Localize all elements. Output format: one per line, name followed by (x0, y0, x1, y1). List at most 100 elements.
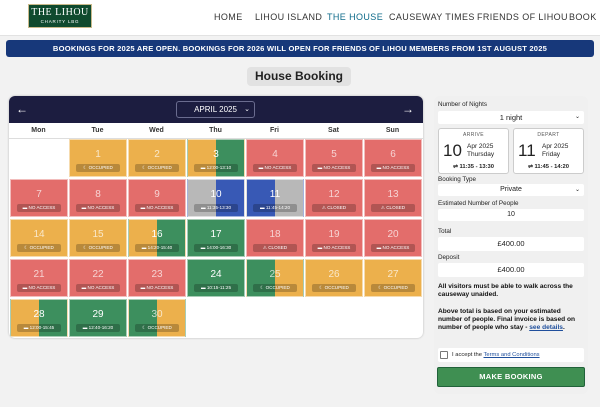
nav-home[interactable]: HOME (214, 12, 243, 22)
calendar-day-22[interactable]: 22 ▬ NO ACCESS (69, 259, 127, 297)
calendar-day-2[interactable]: 2 ☾ OCCUPIED (128, 139, 186, 177)
day-status-label: ▬ 12:00-15:45 (17, 324, 61, 332)
day-number: 6 (390, 149, 396, 160)
day-status-label: ☾ OCCUPIED (135, 324, 179, 332)
terms-text: I accept the Terms and Conditions (452, 352, 540, 358)
month-select[interactable]: APRIL 2025 ⌄ (176, 101, 255, 118)
arrive-title: ARRIVE (462, 132, 485, 138)
terms-checkbox[interactable] (440, 351, 448, 359)
depart-title: DEPART (537, 132, 560, 138)
day-number: 25 (269, 269, 281, 280)
day-number: 24 (210, 269, 222, 280)
calendar-day-18[interactable]: 18 ⚠ CLOSED (246, 219, 304, 257)
calendar-day-10[interactable]: 10 ▬ 11:35-13:30 (187, 179, 245, 217)
deposit-label: Deposit (438, 254, 460, 261)
chevron-down-icon: ⌄ (574, 114, 580, 120)
calendar-day-4[interactable]: 4 ▬ NO ACCESS (246, 139, 304, 177)
nav-the-house[interactable]: THE HOUSE (327, 12, 384, 22)
calendar-day-24[interactable]: 24 ▬ 10:15-11:25 (187, 259, 245, 297)
top-bar: THE LIHOU CHARITY LBG HOME LIHOU ISLAND … (0, 0, 600, 36)
nav-lihou-island[interactable]: LIHOU ISLAND (255, 12, 323, 22)
calendar-day-29[interactable]: 29 ▬ 12:40-16:20 (69, 299, 127, 337)
site-logo[interactable]: THE LIHOU CHARITY LBG (28, 4, 92, 28)
day-status-label: ☾ OCCUPIED (253, 284, 297, 292)
calendar-day-9[interactable]: 9 ▬ NO ACCESS (128, 179, 186, 217)
calendar-day-14[interactable]: 14 ☾ OCCUPIED (10, 219, 68, 257)
weekday-label: Wed (149, 127, 164, 134)
calendar-day-21[interactable]: 21 ▬ NO ACCESS (10, 259, 68, 297)
day-number: 26 (328, 269, 340, 280)
calendar-day-1[interactable]: 1 ☾ OCCUPIED (69, 139, 127, 177)
day-number: 19 (328, 229, 340, 240)
day-number: 17 (210, 229, 222, 240)
nav-causeway-times[interactable]: CAUSEWAY TIMES (389, 12, 475, 22)
arrive-times: ⇌ 11:35 - 13:30 (453, 164, 494, 170)
day-number: 3 (213, 149, 219, 160)
prev-month-arrow-icon[interactable]: ← (16, 102, 28, 116)
calendar-day-5[interactable]: 5 ▬ NO ACCESS (305, 139, 363, 177)
terms-link[interactable]: Terms and Conditions (483, 352, 540, 358)
see-details-link[interactable]: see details (529, 324, 563, 331)
day-status-label: ☾ OCCUPIED (76, 164, 120, 172)
calendar-day-17[interactable]: 17 ▬ 14:00-16:30 (187, 219, 245, 257)
day-status-label: ▬ NO ACCESS (135, 284, 179, 292)
invoice-note: Above total is based on your estimated n… (438, 308, 584, 332)
day-status-label: ▬ 12:40-16:20 (76, 324, 120, 332)
day-number: 15 (92, 229, 104, 240)
day-number: 1 (95, 149, 101, 160)
calendar-day-16[interactable]: 16 ▬ 14:20-15:40 (128, 219, 186, 257)
weekday-label: Mon (31, 127, 46, 134)
nights-select[interactable]: 1 night ⌄ (438, 111, 584, 124)
calendar-day-26[interactable]: 26 ☾ OCCUPIED (305, 259, 363, 297)
calendar-day-27[interactable]: 27 ☾ OCCUPIED (364, 259, 422, 297)
calendar-day-30[interactable]: 30 ☾ OCCUPIED (128, 299, 186, 337)
day-number: 16 (151, 229, 163, 240)
day-status-label: ▬ 11:45-14:20 (253, 204, 297, 212)
weekday-label: Sun (385, 127, 400, 134)
booking-type-select[interactable]: Private ⌄ (438, 184, 584, 196)
nights-value: 1 night (499, 113, 523, 122)
day-number: 27 (387, 269, 399, 280)
nav-book[interactable]: BOOK (569, 12, 597, 22)
page-title: House Booking (247, 67, 351, 86)
nav-friends-of-lihou[interactable]: FRIENDS OF LIHOU (477, 12, 568, 22)
calendar-day-8[interactable]: 8 ▬ NO ACCESS (69, 179, 127, 217)
calendar-day-7[interactable]: 7 ▬ NO ACCESS (10, 179, 68, 217)
day-number: 22 (92, 269, 104, 280)
day-status-label: ▬ NO ACCESS (371, 164, 415, 172)
day-status-label: ☾ OCCUPIED (371, 284, 415, 292)
make-booking-button[interactable]: MAKE BOOKING (437, 367, 585, 387)
day-number: 21 (33, 269, 45, 280)
day-status-label: ▬ NO ACCESS (135, 204, 179, 212)
depart-times: ⇌ 11:45 - 14:20 (528, 164, 569, 170)
booking-calendar: ← APRIL 2025 ⌄ → Mon Tue Wed Thu Fri Sat… (9, 96, 423, 338)
day-number: 12 (328, 189, 340, 200)
calendar-day-28[interactable]: 28 ▬ 12:00-15:45 (10, 299, 68, 337)
day-number: 8 (95, 189, 101, 200)
people-input[interactable]: 10 (438, 209, 584, 221)
day-status-label: ▬ NO ACCESS (76, 204, 120, 212)
day-number: 30 (151, 309, 163, 320)
booking-panel: Number of Nights 1 night ⌄ ARRIVE 10 Apr… (434, 96, 588, 394)
calendar-day-11[interactable]: 11 ▬ 11:45-14:20 (246, 179, 304, 217)
day-status-label: ▬ NO ACCESS (76, 284, 120, 292)
weekday-label: Sat (328, 127, 339, 134)
depart-weekday: Friday (542, 151, 561, 158)
calendar-day-15[interactable]: 15 ☾ OCCUPIED (69, 219, 127, 257)
invoice-note-end: . (562, 324, 565, 331)
day-status-label: ☾ OCCUPIED (17, 244, 61, 252)
next-month-arrow-icon[interactable]: → (402, 102, 414, 116)
day-status-label: ▬ NO ACCESS (253, 164, 297, 172)
calendar-day-3[interactable]: 3 ▬ 12:00-13:10 (187, 139, 245, 177)
day-number: 18 (269, 229, 281, 240)
day-number: 14 (33, 229, 45, 240)
calendar-day-19[interactable]: 19 ▬ NO ACCESS (305, 219, 363, 257)
calendar-day-25[interactable]: 25 ☾ OCCUPIED (246, 259, 304, 297)
day-number: 2 (154, 149, 160, 160)
calendar-day-13[interactable]: 13 ⚠ CLOSED (364, 179, 422, 217)
calendar-day-12[interactable]: 12 ⚠ CLOSED (305, 179, 363, 217)
calendar-day-23[interactable]: 23 ▬ NO ACCESS (128, 259, 186, 297)
calendar-day-6[interactable]: 6 ▬ NO ACCESS (364, 139, 422, 177)
calendar-day-20[interactable]: 20 ▬ NO ACCESS (364, 219, 422, 257)
day-status-label: ▬ 11:35-13:30 (194, 204, 238, 212)
